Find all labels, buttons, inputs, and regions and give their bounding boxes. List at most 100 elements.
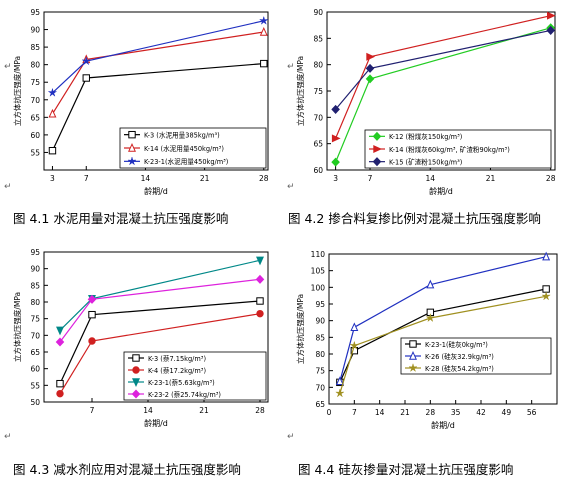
x-tick-label: 7 xyxy=(90,406,95,415)
y-axis-label: 立方体抗压强度/MPa xyxy=(12,292,22,362)
series-group xyxy=(331,23,555,167)
data-point-marker xyxy=(349,340,360,350)
y-tick-label: 65 xyxy=(313,140,323,149)
legend-label: K-14 (粉煤灰60kg/m³, 矿渣粉90kg/m³) xyxy=(389,145,510,154)
x-tick-label: 3 xyxy=(333,174,338,183)
y-tick-label: 50 xyxy=(30,398,40,407)
x-axis-label: 龄期/d xyxy=(429,186,453,196)
x-tick-label: 3 xyxy=(50,174,55,183)
data-point-marker xyxy=(365,63,375,73)
x-tick-label: 0 xyxy=(327,408,332,417)
paragraph-mark: ↵ xyxy=(287,432,295,442)
y-tick-label: 100 xyxy=(311,283,326,292)
x-tick-label: 42 xyxy=(476,408,486,417)
x-axis-label: 龄期/d xyxy=(431,420,455,430)
y-tick-label: 90 xyxy=(315,317,325,326)
x-tick-label: 56 xyxy=(527,408,537,417)
series-group xyxy=(335,251,551,386)
y-tick-label: 85 xyxy=(30,43,40,52)
paragraph-mark: ↵ xyxy=(287,182,295,192)
y-tick-label: 75 xyxy=(315,367,325,376)
y-tick-label: 90 xyxy=(30,265,40,274)
y-tick-label: 75 xyxy=(30,315,40,324)
data-point-marker xyxy=(87,294,97,304)
legend-label: K-4 (萘17.2kg/m³) xyxy=(148,366,206,375)
legend-box xyxy=(119,127,267,169)
data-point-marker xyxy=(81,56,92,66)
series-line xyxy=(339,256,547,382)
y-tick-label: 110 xyxy=(311,250,326,259)
series-group xyxy=(56,309,264,398)
legend-label: K-28 (硅灰54.2kg/m³) xyxy=(425,364,494,373)
legend-box xyxy=(400,337,552,375)
data-point-marker xyxy=(88,337,96,345)
plot-frame xyxy=(43,251,269,403)
y-tick-label: 70 xyxy=(313,113,323,122)
y-tick-label: 85 xyxy=(313,34,323,43)
data-point-marker xyxy=(331,104,340,114)
y-tick-label: 90 xyxy=(30,26,40,35)
data-point-marker xyxy=(426,279,435,289)
data-point-marker xyxy=(409,350,417,360)
data-point-marker xyxy=(55,337,65,347)
legend-label: K-3 (水泥用量385kg/m³) xyxy=(144,130,220,139)
data-point-marker xyxy=(546,11,556,20)
series-line xyxy=(339,295,547,394)
legend-label: K-23-1(硅灰0kg/m³) xyxy=(425,340,488,349)
caption-4-4: 图 4.4 硅灰掺量对混凝土抗压强度影响 xyxy=(298,462,514,477)
y-tick-label: 95 xyxy=(30,8,40,17)
data-point-marker xyxy=(260,59,268,68)
caption-4-2: 图 4.2 掺合料复掺比例对混凝土抗压强度影响 xyxy=(288,211,541,226)
x-tick-label: 21 xyxy=(200,174,210,183)
data-point-marker xyxy=(256,256,264,266)
paragraph-mark: ↵ xyxy=(4,62,12,72)
x-tick-label: 7 xyxy=(352,408,357,417)
data-point-marker xyxy=(365,74,375,84)
y-axis-label: 立方体抗压强度/MPa xyxy=(295,294,305,364)
y-tick-label: 85 xyxy=(30,281,40,290)
data-point-marker xyxy=(409,340,417,348)
data-point-marker xyxy=(48,108,57,118)
y-axis-label: 立方体抗压强度/MPa xyxy=(12,56,22,126)
data-point-marker xyxy=(350,322,359,332)
series-group xyxy=(55,274,265,347)
y-tick-label: 65 xyxy=(30,113,40,122)
y-tick-label: 65 xyxy=(315,400,325,409)
chart-panel-3: 50 55 60 65 70 75 80 85 90 95 7 14 21 28 立方体抗压强度/MPa 龄期… xyxy=(0,240,280,440)
series-group xyxy=(56,297,264,388)
y-tick-label: 65 xyxy=(30,348,40,357)
x-tick-label: 28 xyxy=(259,174,269,183)
y-axis-label: 立方体抗压强度/MPa xyxy=(295,56,305,126)
y-tick-label: 55 xyxy=(30,148,40,157)
x-tick-label: 28 xyxy=(546,174,556,183)
paragraph-mark: ↵ xyxy=(4,182,12,192)
chart-4-1: 55 60 65 70 75 80 85 90 95 3 7 14 21 28 立方体抗压强度/MPa 龄期/… xyxy=(12,8,269,196)
y-tick-label: 80 xyxy=(30,298,40,307)
y-tick-label: 60 xyxy=(313,166,323,175)
y-tick-label: 90 xyxy=(313,8,323,17)
y-tick-label: 80 xyxy=(315,350,325,359)
series-group xyxy=(331,11,556,143)
data-point-marker xyxy=(128,130,136,139)
caption-4-1: 图 4.1 水泥用量对混凝土抗压强度影响 xyxy=(13,211,229,226)
data-point-marker xyxy=(88,310,96,319)
caption-4-3: 图 4.3 减水剂应用对混凝土抗压强度影响 xyxy=(13,462,241,477)
data-point-marker xyxy=(541,291,552,301)
x-tick-label: 49 xyxy=(502,408,512,417)
data-point-marker xyxy=(56,326,64,336)
legend-box xyxy=(123,351,267,401)
series-group xyxy=(48,59,268,155)
y-tick-label: 75 xyxy=(30,78,40,87)
y-tick-label: 55 xyxy=(30,381,40,390)
x-tick-label: 14 xyxy=(425,174,435,183)
data-point-marker xyxy=(56,389,64,398)
x-tick-label: 28 xyxy=(255,406,265,415)
legend-label: K-26 (硅灰32.9kg/m³) xyxy=(425,352,494,361)
data-point-marker xyxy=(372,157,382,167)
data-point-marker xyxy=(132,354,140,362)
legend-label: K-12 (粉煤灰150kg/m³) xyxy=(389,132,462,141)
data-point-marker xyxy=(127,156,137,166)
data-point-marker xyxy=(542,251,551,261)
data-point-marker xyxy=(258,15,269,25)
y-tick-label: 80 xyxy=(313,61,323,70)
